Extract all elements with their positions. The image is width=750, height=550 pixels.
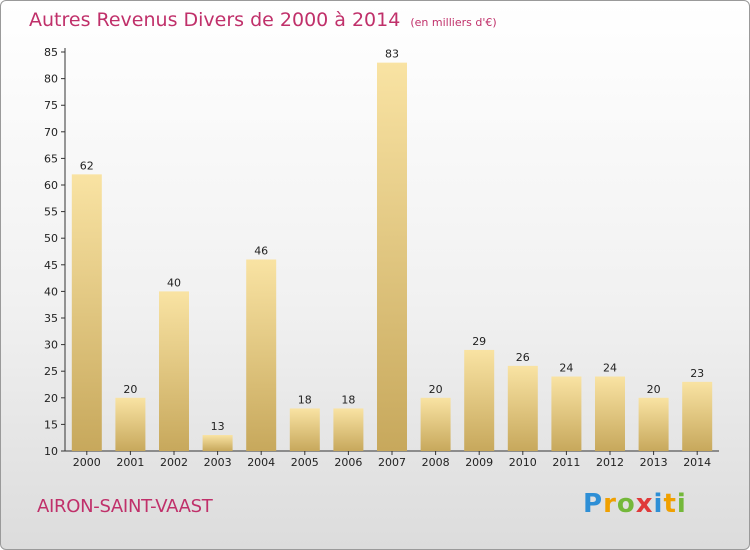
y-tick-label: 60 <box>44 179 58 192</box>
bar <box>289 408 320 451</box>
x-tick-label: 2008 <box>422 456 450 469</box>
bar <box>638 397 669 451</box>
x-tick-label: 2002 <box>160 456 188 469</box>
x-tick-label: 2005 <box>291 456 319 469</box>
data-label: 26 <box>516 351 530 364</box>
y-tick-label: 65 <box>44 152 58 165</box>
x-tick-label: 2001 <box>116 456 144 469</box>
logo-letter: o <box>616 489 636 519</box>
y-tick-label: 40 <box>44 285 58 298</box>
chart-title-text: Autres Revenus Divers de 2000 à 2014 <box>29 9 401 31</box>
bar <box>507 365 538 451</box>
y-tick-label: 15 <box>44 418 58 431</box>
data-label: 13 <box>211 420 225 433</box>
data-label: 83 <box>385 48 399 61</box>
y-tick-label: 55 <box>44 206 58 219</box>
y-tick-label: 75 <box>44 99 58 112</box>
y-tick-label: 35 <box>44 312 58 325</box>
logo-letter: i <box>653 489 664 519</box>
x-tick-label: 2009 <box>465 456 493 469</box>
logo-letter: r <box>603 489 617 519</box>
y-tick-label: 25 <box>44 365 58 378</box>
data-label: 20 <box>429 383 443 396</box>
data-label: 20 <box>647 383 661 396</box>
y-tick-label: 45 <box>44 259 58 272</box>
chart-title: Autres Revenus Divers de 2000 à 2014 (en… <box>29 9 497 31</box>
x-tick-label: 2003 <box>204 456 232 469</box>
logo-letter: x <box>635 489 654 519</box>
data-label: 62 <box>80 159 94 172</box>
data-label: 23 <box>690 367 704 380</box>
bar <box>682 381 713 451</box>
x-tick-label: 2012 <box>596 456 624 469</box>
chart-subtitle: (en milliers d'€) <box>410 16 497 29</box>
bar <box>202 435 233 451</box>
x-tick-label: 2004 <box>247 456 275 469</box>
data-label: 46 <box>254 244 268 257</box>
data-label: 24 <box>559 362 573 375</box>
x-tick-label: 2000 <box>73 456 101 469</box>
bar <box>333 408 364 451</box>
bar <box>246 259 277 451</box>
data-label: 29 <box>472 335 486 348</box>
y-tick-label: 20 <box>44 392 58 405</box>
bar <box>377 62 407 451</box>
x-tick-label: 2011 <box>552 456 580 469</box>
x-tick-label: 2013 <box>640 456 668 469</box>
data-label: 24 <box>603 362 617 375</box>
y-tick-label: 80 <box>44 73 58 86</box>
data-label: 18 <box>298 393 312 406</box>
data-label: 18 <box>341 393 355 406</box>
bar <box>115 397 146 451</box>
x-tick-label: 2006 <box>334 456 362 469</box>
proxiti-logo[interactable]: Proxiti <box>583 489 687 519</box>
y-tick-label: 50 <box>44 232 58 245</box>
bar <box>71 174 102 452</box>
bar <box>159 291 189 451</box>
y-tick-label: 85 <box>44 46 58 59</box>
bars <box>71 62 713 452</box>
logo-letter: t <box>663 489 677 519</box>
bar <box>464 349 495 451</box>
y-tick-label: 30 <box>44 339 58 352</box>
data-label: 20 <box>123 383 137 396</box>
bar <box>420 397 451 451</box>
y-tick-label: 70 <box>44 126 58 139</box>
logo-letter: P <box>583 489 604 519</box>
bar <box>595 376 625 451</box>
x-tick-label: 2010 <box>509 456 537 469</box>
x-tick-label: 2014 <box>683 456 711 469</box>
data-label: 40 <box>167 276 181 289</box>
commune-name: AIRON-SAINT-VAAST <box>37 496 213 517</box>
data-labels: 62 20 40 13 46 18 18 83 20 29 26 24 24 20 23 <box>80 48 704 433</box>
x-tick-label: 2007 <box>378 456 406 469</box>
bar <box>551 376 582 451</box>
y-tick-label: 10 <box>44 445 58 458</box>
logo-letter: i <box>676 489 687 519</box>
